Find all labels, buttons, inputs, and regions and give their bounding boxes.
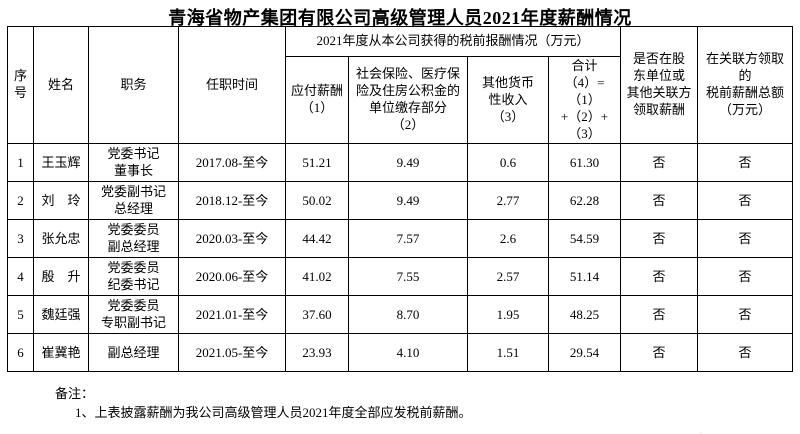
cell-related: 否 <box>697 257 794 297</box>
cell-other: 0.6 <box>467 143 549 183</box>
cell-total: 29.54 <box>547 333 622 373</box>
cell-other: 1.95 <box>467 295 549 335</box>
cell-name: 张允忠 <box>33 219 89 259</box>
cell-name: 殷 升 <box>33 257 89 297</box>
cell-social: 8.70 <box>348 295 468 335</box>
table-row: 2 刘 玲 党委副书记 总经理 2018.12-至今 50.02 9.49 2.… <box>7 181 794 221</box>
cell-position: 党委委员 专职副书记 <box>88 295 179 335</box>
cell-payable: 44.42 <box>285 219 349 259</box>
cell-position: 党委委员 纪委书记 <box>88 257 179 297</box>
cell-payable: 51.21 <box>285 143 349 183</box>
cell-payable: 41.02 <box>285 257 349 297</box>
cell-social: 9.49 <box>348 181 468 221</box>
cell-name: 刘 玲 <box>33 181 89 221</box>
document-date: 2022年12月26日 <box>0 430 800 434</box>
remark-item-1: 1、上表披露薪酬为我公司高级管理人员2021年度全部应发税前薪酬。 <box>75 405 472 421</box>
cell-position: 党委副书记 总经理 <box>88 181 179 221</box>
header-row-top: 序 号 姓名 职务 任职时间 2021年度从本公司获得的税前报酬情况（万元） 是… <box>7 25 794 145</box>
cell-seq: 1 <box>7 143 34 183</box>
cell-payable: 23.93 <box>285 333 349 373</box>
cell-name: 王玉辉 <box>33 143 89 183</box>
cell-social: 7.57 <box>348 219 468 259</box>
table-row: 5 魏廷强 党委委员 专职副书记 2021.01-至今 37.60 8.70 1… <box>7 295 794 335</box>
page-title: 青海省物产集团有限公司高级管理人员2021年度薪酬情况 <box>168 8 632 28</box>
cell-position: 党委书记 董事长 <box>88 143 179 183</box>
cell-related: 否 <box>697 219 794 259</box>
table-row: 4 殷 升 党委委员 纪委书记 2020.06-至今 41.02 7.55 2.… <box>7 257 794 297</box>
cell-shareholder: 否 <box>620 295 699 335</box>
cell-position: 副总经理 <box>88 333 179 373</box>
header-related-party: 在关联方领取的 税前薪酬总额 （万元） <box>697 25 794 145</box>
header-other-income: 其他货币 性收入 （3） <box>467 55 549 145</box>
cell-other: 2.77 <box>467 181 549 221</box>
cell-social: 9.49 <box>348 143 468 183</box>
cell-seq: 5 <box>7 295 34 335</box>
cell-total: 62.28 <box>547 181 622 221</box>
cell-total: 61.30 <box>547 143 622 183</box>
header-row-sub: 应付薪酬 （1） 社会保险、医疗保 险及住房公积金的 单位缴存部分 （2） 其他… <box>8 55 793 145</box>
cell-shareholder: 否 <box>620 181 699 221</box>
cell-total: 51.14 <box>547 257 622 297</box>
cell-shareholder: 否 <box>620 219 699 259</box>
cell-total: 48.25 <box>547 295 622 335</box>
header-total: 合计 （4）=（1） +（2）+ （3） <box>547 55 622 145</box>
cell-other: 2.57 <box>467 257 549 297</box>
cell-tenure: 2018.12-至今 <box>178 181 286 221</box>
cell-payable: 37.60 <box>285 295 349 335</box>
remarks-label: 备注： <box>55 386 95 402</box>
cell-name: 魏廷强 <box>33 295 89 335</box>
remarks-section: 备注： 1、上表披露薪酬为我公司高级管理人员2021年度全部应发税前薪酬。 20… <box>0 385 800 434</box>
cell-position: 党委委员 副总经理 <box>88 219 179 259</box>
cell-tenure: 2017.08-至今 <box>178 143 286 183</box>
cell-related: 否 <box>697 295 794 335</box>
cell-tenure: 2020.03-至今 <box>178 219 286 259</box>
cell-seq: 3 <box>7 219 34 259</box>
cell-related: 否 <box>697 333 794 373</box>
cell-tenure: 2021.05-至今 <box>178 333 286 373</box>
table-row: 6 崔冀艳 副总经理 2021.05-至今 23.93 4.10 1.51 29… <box>7 333 794 373</box>
cell-tenure: 2020.06-至今 <box>178 257 286 297</box>
cell-seq: 4 <box>7 257 34 297</box>
header-seq: 序 号 <box>7 25 34 145</box>
cell-related: 否 <box>697 143 794 183</box>
cell-shareholder: 否 <box>620 257 699 297</box>
cell-seq: 6 <box>7 333 34 373</box>
cell-related: 否 <box>697 181 794 221</box>
cell-other: 2.6 <box>467 219 549 259</box>
cell-shareholder: 否 <box>620 143 699 183</box>
header-name: 姓名 <box>33 25 89 145</box>
cell-shareholder: 否 <box>620 333 699 373</box>
cell-social: 7.55 <box>348 257 468 297</box>
table-row: 3 张允忠 党委委员 副总经理 2020.03-至今 44.42 7.57 2.… <box>7 219 794 259</box>
header-payable: 应付薪酬 （1） <box>285 55 349 145</box>
header-social-insurance: 社会保险、医疗保 险及住房公积金的 单位缴存部分 （2） <box>348 55 468 145</box>
header-span-pretax: 2021年度从本公司获得的税前报酬情况（万元） <box>284 26 622 57</box>
cell-payable: 50.02 <box>285 181 349 221</box>
cell-seq: 2 <box>7 181 34 221</box>
cell-total: 54.59 <box>547 219 622 259</box>
table-row: 1 王玉辉 党委书记 董事长 2017.08-至今 51.21 9.49 0.6… <box>7 143 794 183</box>
salary-table: 序 号 姓名 职务 任职时间 2021年度从本公司获得的税前报酬情况（万元） 是… <box>7 25 794 373</box>
cell-other: 1.51 <box>467 333 549 373</box>
cell-name: 崔冀艳 <box>33 333 89 373</box>
header-position: 职务 <box>88 25 179 145</box>
header-shareholder: 是否在股 东单位或 其他关联方 领取薪酬 <box>620 25 699 145</box>
header-tenure: 任职时间 <box>178 25 286 145</box>
cell-tenure: 2021.01-至今 <box>178 295 286 335</box>
cell-social: 4.10 <box>348 333 468 373</box>
